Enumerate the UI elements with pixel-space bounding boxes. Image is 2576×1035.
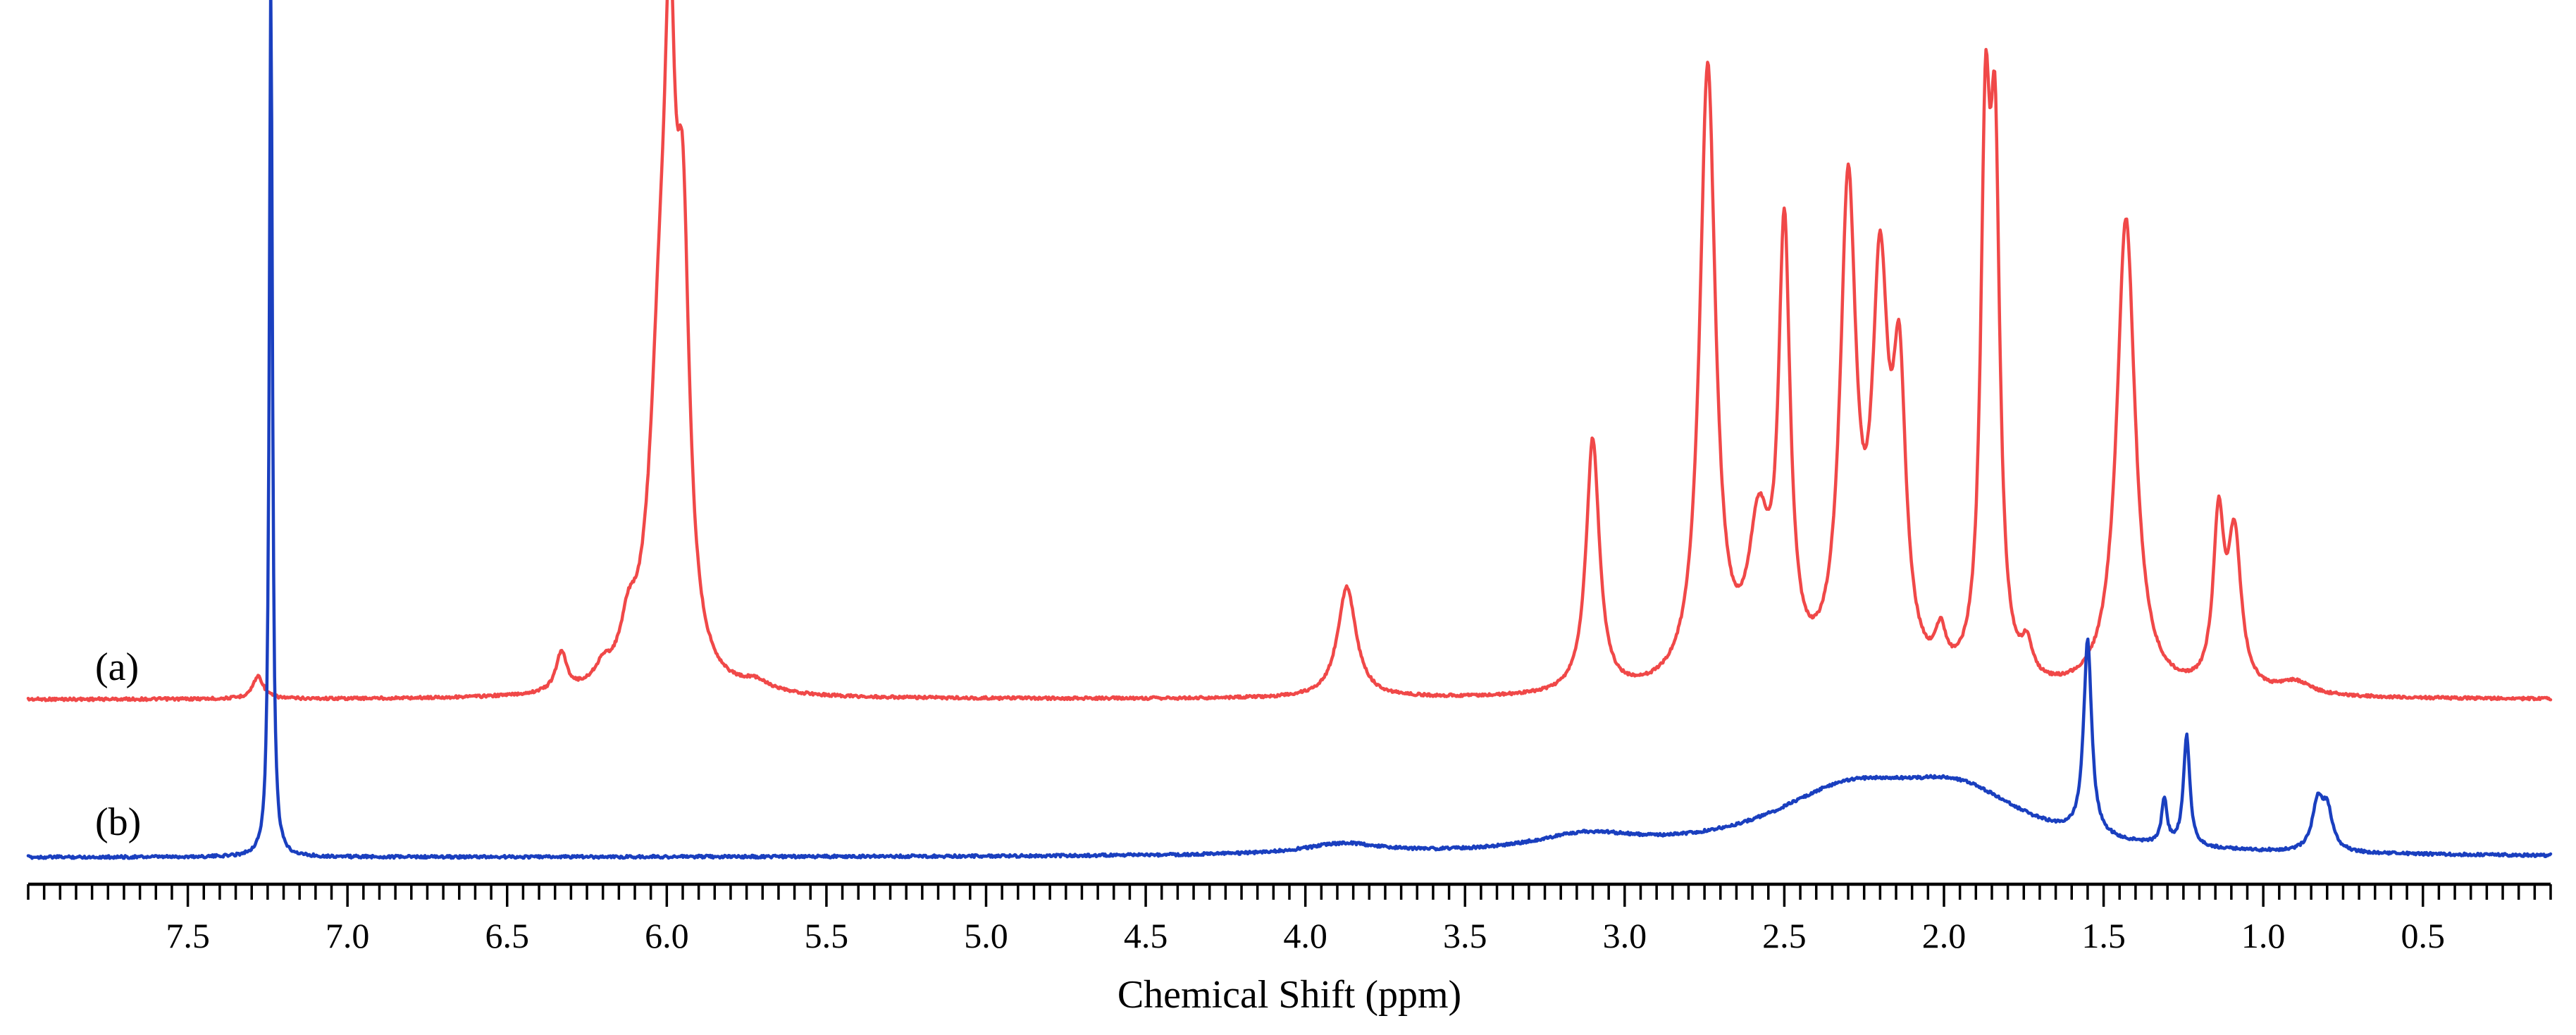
x-tick-label: 1.0 xyxy=(2241,916,2286,955)
x-tick-label: 7.5 xyxy=(166,916,210,955)
x-tick-label: 2.5 xyxy=(1762,916,1807,955)
series-b-label: (b) xyxy=(95,800,141,844)
x-tick-label: 1.5 xyxy=(2081,916,2126,955)
x-axis-ticks xyxy=(27,884,2552,907)
plot-area xyxy=(26,0,2553,860)
x-tick-label: 4.0 xyxy=(1283,916,1327,955)
x-tick-label: 2.0 xyxy=(1922,916,1967,955)
x-axis-tick-labels: 7.5 7.0 6.5 6.0 5.5 5.0 4.5 4.0 3.5 3.0 2.5 2.0 1.5 1… xyxy=(166,916,2445,955)
series-a-label: (a) xyxy=(95,645,139,689)
x-tick-label: 0.5 xyxy=(2401,916,2445,955)
series-a-spectrum-line xyxy=(26,0,2553,702)
x-tick-label: 3.0 xyxy=(1603,916,1647,955)
x-tick-label: 5.5 xyxy=(805,916,849,955)
series-b-spectrum-line xyxy=(26,0,2553,860)
x-tick-label: 6.5 xyxy=(485,916,529,955)
x-tick-label: 5.0 xyxy=(964,916,1008,955)
x-tick-label: 6.0 xyxy=(645,916,689,955)
x-axis-title: Chemical Shift (ppm) xyxy=(1117,973,1461,1017)
x-tick-label: 3.5 xyxy=(1443,916,1487,955)
x-tick-label: 4.5 xyxy=(1124,916,1168,955)
x-tick-label: 7.0 xyxy=(326,916,370,955)
